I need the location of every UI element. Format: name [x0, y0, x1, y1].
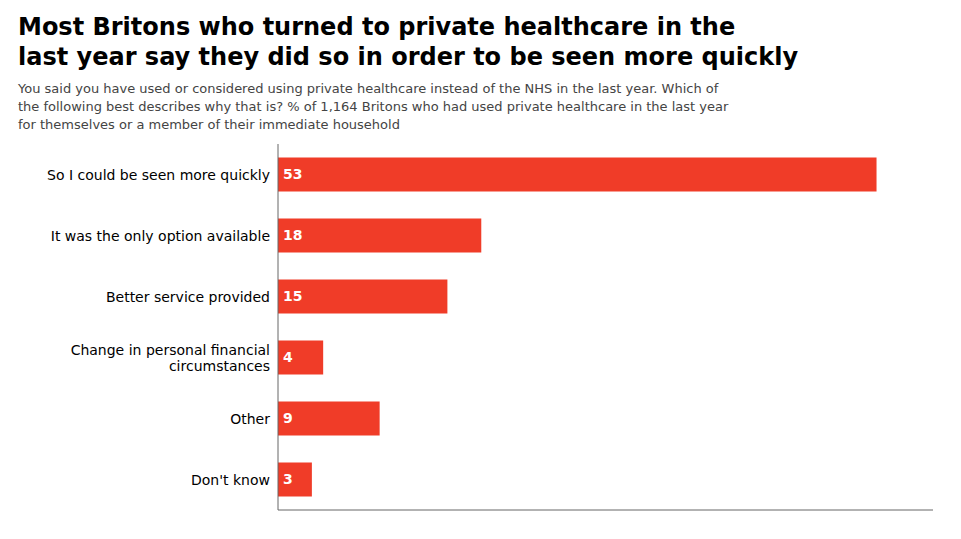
- svg-text:3: 3: [283, 471, 293, 487]
- svg-text:So I could be seen more quickl: So I could be seen more quickly: [47, 167, 270, 183]
- html-text:Most Britons who turned to pri: Most Britons who turned to private healt…: [18, 13, 736, 41]
- svg-text:15: 15: [283, 288, 302, 304]
- svg-text:18: 18: [283, 227, 302, 243]
- html-text:last year say they did so in o: last year say they did so in order to be…: [18, 43, 799, 71]
- html-text:for themselves or a member of: for themselves or a member of their imme…: [18, 117, 400, 132]
- svg-text:53: 53: [283, 166, 302, 182]
- html-text:the following best describes w: the following best describes why that is…: [18, 99, 729, 114]
- svg-text:Other: Other: [230, 411, 270, 427]
- svg-text:4: 4: [283, 349, 293, 365]
- html-text:You said you have used or cons: You said you have used or considered usi…: [18, 81, 719, 96]
- svg-text:Don't know: Don't know: [191, 472, 270, 488]
- svg-text:Change in personal financialci: Change in personal financialcircumstance…: [71, 342, 270, 374]
- svg-text:It was the only option availab: It was the only option available: [51, 228, 270, 244]
- svg-text:9: 9: [283, 410, 293, 426]
- svg-text:Better service provided: Better service provided: [106, 289, 270, 305]
